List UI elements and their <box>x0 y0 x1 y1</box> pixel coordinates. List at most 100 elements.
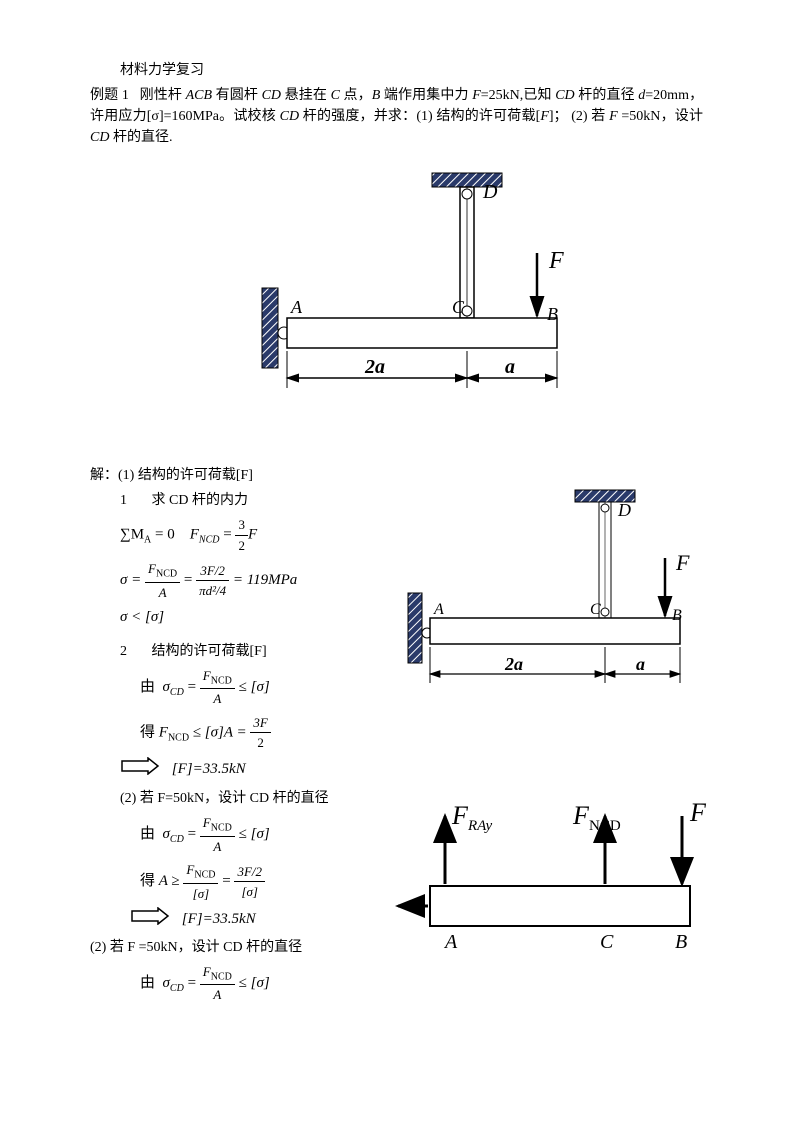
t: = <box>222 873 234 889</box>
t: σ = <box>120 572 145 588</box>
t: 端作用集中力 <box>380 88 472 103</box>
t: = 119MPa <box>233 572 297 588</box>
t: ≤ [σ]A = <box>189 724 250 740</box>
svg-text:a: a <box>636 654 645 674</box>
t: NCD <box>211 823 232 834</box>
sol-label: 解：(1) 结构的许可荷载[F] <box>90 468 253 483</box>
t: NCD <box>156 569 177 580</box>
implies-icon <box>130 907 170 933</box>
t: NCD <box>168 732 189 743</box>
t: ≤ [σ] <box>239 679 270 695</box>
part2-label: (2) 若 F=50kN，设计 CD 杆的直径 <box>120 788 370 809</box>
t: ≤ [σ] <box>239 975 270 991</box>
t: F <box>190 526 199 542</box>
svg-text:2a: 2a <box>364 356 385 378</box>
implies-icon <box>120 757 160 783</box>
t: 杆的强度，并求：(1) 结构的许可荷载[ <box>299 109 540 124</box>
t: NCD <box>211 971 232 982</box>
result2-row: [F]=33.5kN <box>130 907 370 933</box>
t: NCD <box>211 675 232 686</box>
t: [σ] <box>183 884 218 904</box>
svg-text:B: B <box>675 931 687 953</box>
t: 刚性杆 <box>140 88 186 103</box>
t: A <box>200 689 235 709</box>
bar-cd4: CD <box>90 130 109 145</box>
t: 得 <box>140 724 159 740</box>
t: [σ] <box>234 882 265 902</box>
result1: [F]=33.5kN <box>172 761 246 777</box>
t: 由 <box>140 679 155 695</box>
eq-check: σ < [σ] <box>120 606 370 629</box>
svg-text:C: C <box>600 931 614 953</box>
step1-block: 1 求 CD 杆的内力 ∑MA = 0 FNCD = 32F σ = FNCDA… <box>90 488 703 786</box>
step1-num: 1 求 CD 杆的内力 <box>120 490 370 511</box>
t: = <box>184 975 200 991</box>
t: A <box>200 837 235 857</box>
bar-cd2: CD <box>555 88 574 103</box>
t: 杆的直径 <box>575 88 639 103</box>
pt-c: C <box>331 88 340 103</box>
t: 2 <box>235 536 248 556</box>
eq4: 由 σCD = FNCDA ≤ [σ] <box>140 666 370 709</box>
eq6: 由 σCD = FNCDA ≤ [σ] <box>140 813 370 856</box>
t: ≤ [σ] <box>239 826 270 842</box>
t: σ <box>163 975 170 991</box>
t: A ≥ <box>159 873 184 889</box>
main-diagram: D A C B F 2a a <box>90 168 703 435</box>
t: 悬挂在 <box>281 88 331 103</box>
svg-text:F: F <box>548 248 564 274</box>
t: NCD <box>199 534 220 545</box>
t: F <box>203 964 211 979</box>
t: A <box>200 985 235 1005</box>
t: A <box>145 583 180 603</box>
t: CD <box>170 687 184 698</box>
t: σ <box>163 679 170 695</box>
eq-moment: ∑MA = 0 FNCD = 32F <box>120 515 370 555</box>
t: =50kN，设计 <box>618 109 703 124</box>
eq7: 得 A ≥ FNCD[σ] = 3F/2[σ] <box>140 860 370 903</box>
svg-text:A: A <box>433 601 444 618</box>
result2: [F]=33.5kN <box>182 912 256 928</box>
t: = <box>184 679 200 695</box>
svg-text:D: D <box>617 500 631 520</box>
t: 杆的直径. <box>109 130 172 145</box>
svg-text:F: F <box>675 550 690 575</box>
eq5: 得 FNCD ≤ [σ]A = 3F2 <box>140 713 370 753</box>
step2-num: 2 结构的许可荷载[F] <box>120 641 370 662</box>
svg-text:F: F <box>451 801 469 830</box>
t: πd²/4 <box>196 581 229 601</box>
t: CD <box>170 983 184 994</box>
result1-row: [F]=33.5kN <box>120 757 370 783</box>
t: 3F/2 <box>234 862 265 883</box>
t: ]； (2) 若 <box>549 109 609 124</box>
step2-text: 结构的许可荷载[F] <box>152 644 267 659</box>
t: 2 <box>250 733 270 753</box>
t: F <box>248 526 257 542</box>
svg-text:a: a <box>505 356 515 378</box>
t: 有圆杆 <box>212 88 262 103</box>
bar-cd: CD <box>262 88 281 103</box>
eq8: 由 σCD = FNCDA ≤ [σ] <box>140 962 370 1005</box>
svg-text:B: B <box>547 304 558 324</box>
t: 3F/2 <box>196 561 229 582</box>
t: = <box>184 572 196 588</box>
svg-text:A: A <box>443 931 458 953</box>
svg-text:2a: 2a <box>504 654 523 674</box>
t: σ <box>163 826 170 842</box>
svg-text:RAy: RAy <box>467 818 492 834</box>
t: ∑M <box>120 526 144 542</box>
svg-text:C: C <box>452 297 465 317</box>
problem-label: 例题 1 <box>90 88 129 103</box>
force-f2: F <box>540 109 549 124</box>
bar-cd3: CD <box>280 109 299 124</box>
t: NCD <box>194 870 215 881</box>
t: 得 <box>140 873 159 889</box>
part2b-label: (2) 若 F =50kN，设计 CD 杆的直径 <box>90 937 370 958</box>
t: 点， <box>340 88 372 103</box>
step1-text: 求 CD 杆的内力 <box>152 493 248 508</box>
fbd-diagram: F F RAy RAy F F NCD F A C B <box>390 786 710 973</box>
diagram-2: D A C B F 2a a <box>390 488 703 725</box>
svg-text:F: F <box>572 801 590 830</box>
svg-text:D: D <box>482 181 498 203</box>
force-f3: F <box>609 109 618 124</box>
